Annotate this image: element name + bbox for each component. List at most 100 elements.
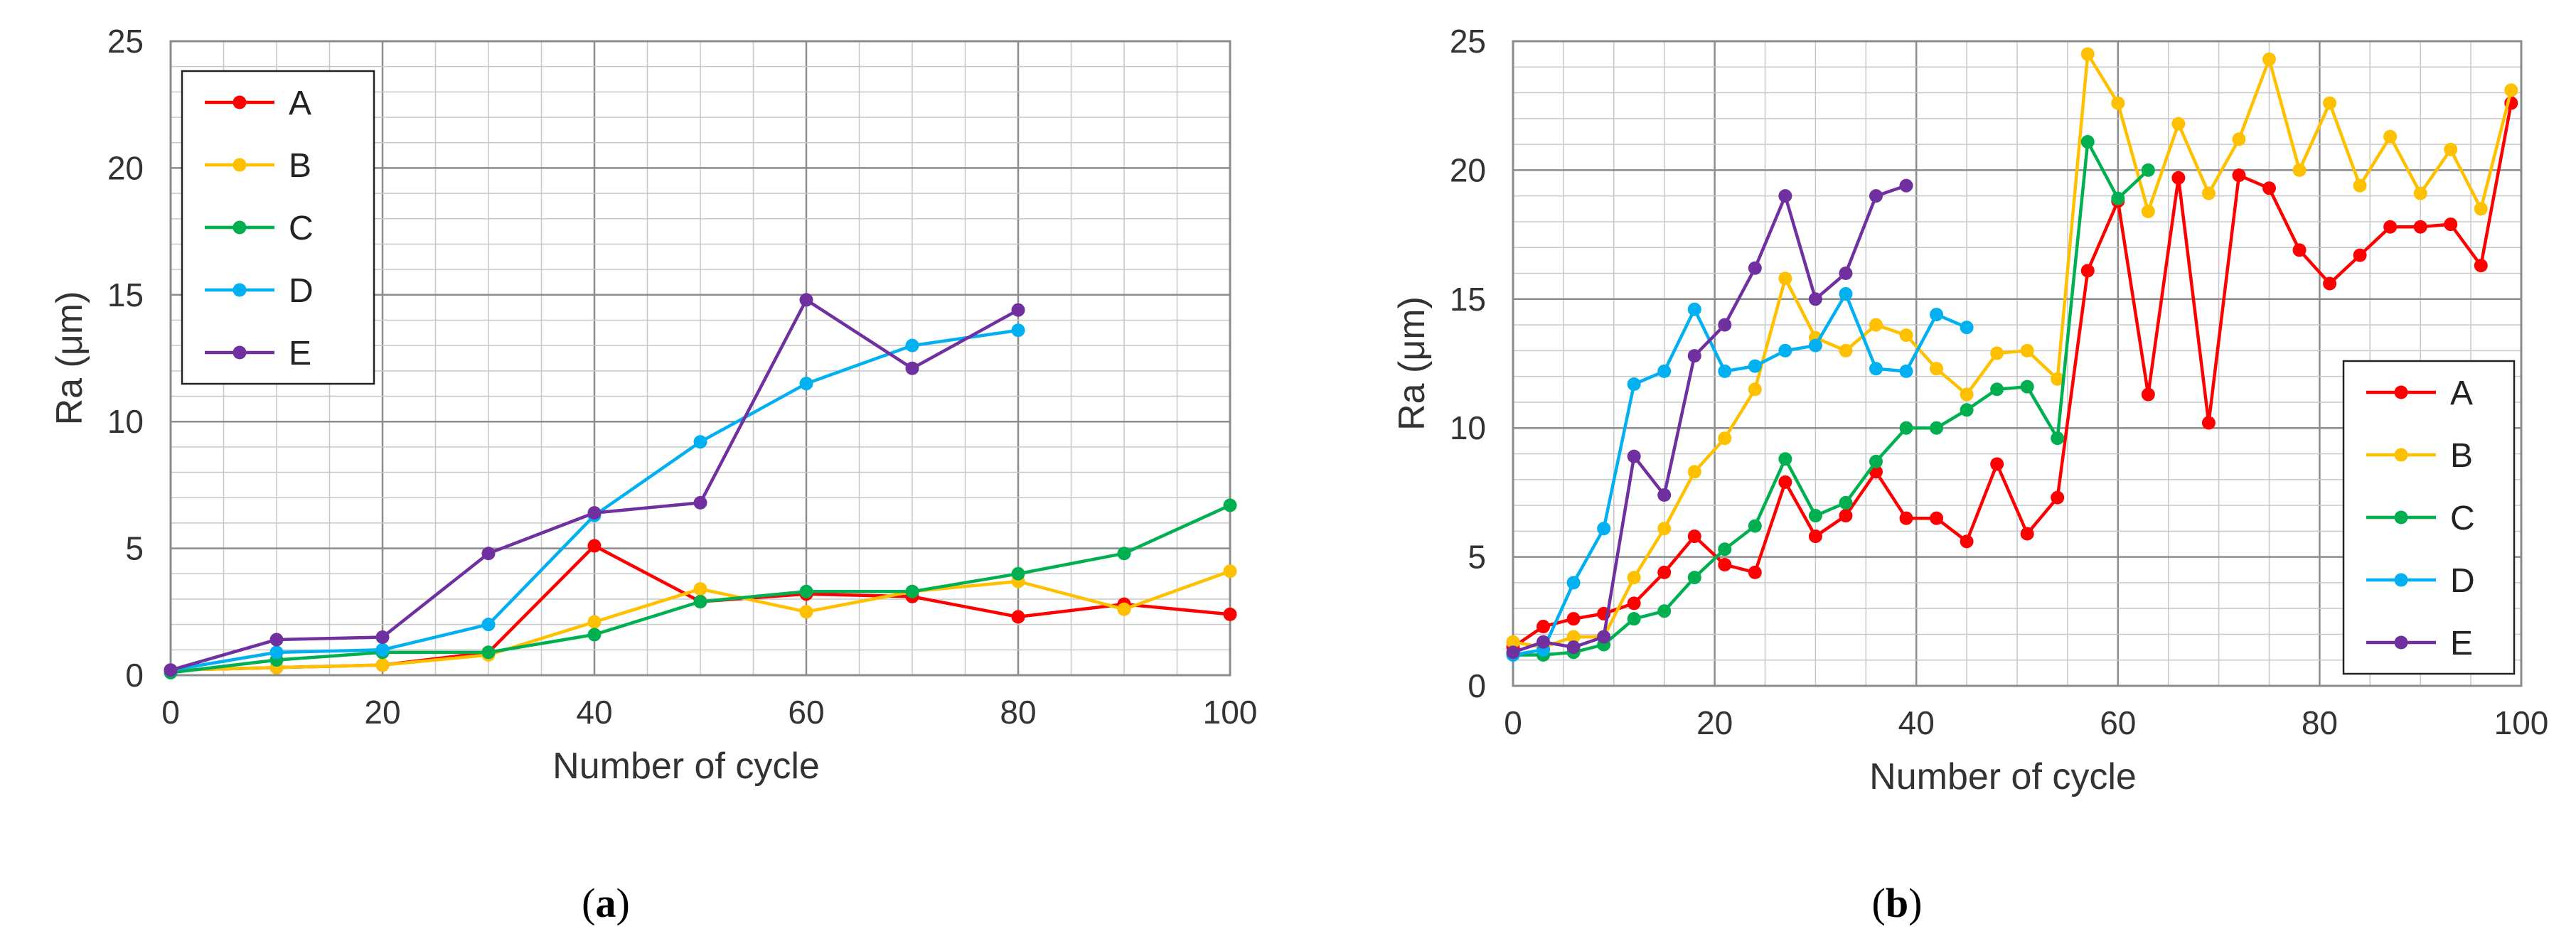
data-point bbox=[1990, 346, 2004, 360]
data-point bbox=[269, 645, 284, 660]
data-point bbox=[1566, 612, 1581, 626]
data-point bbox=[2080, 47, 2095, 61]
x-tick-label: 80 bbox=[1000, 694, 1036, 731]
legend-label: B bbox=[2450, 437, 2473, 475]
data-point bbox=[1930, 362, 1944, 376]
legend-label: D bbox=[2450, 562, 2475, 600]
data-point bbox=[2201, 416, 2216, 430]
data-point bbox=[1627, 571, 1641, 585]
x-axis-label: Number of cycle bbox=[552, 746, 820, 787]
data-point bbox=[1687, 529, 1701, 544]
data-point bbox=[2201, 186, 2216, 200]
data-point bbox=[2111, 191, 2125, 205]
data-point bbox=[587, 539, 602, 553]
data-point bbox=[799, 584, 813, 598]
chart-panel-a: 0 20 40 60 80 100 0 5 10 15 20 25 Number of cycle Ra … bbox=[49, 23, 1257, 787]
data-point bbox=[1223, 564, 1237, 579]
data-point bbox=[905, 361, 919, 375]
data-point bbox=[1748, 359, 1762, 373]
data-point bbox=[1869, 189, 1883, 203]
data-point bbox=[2323, 276, 2337, 291]
x-tick-label: 0 bbox=[1504, 704, 1522, 741]
data-point bbox=[269, 633, 284, 647]
data-point bbox=[905, 338, 919, 353]
data-point bbox=[2444, 142, 2458, 156]
data-point bbox=[1869, 318, 1883, 332]
x-tick-label: 40 bbox=[1898, 704, 1935, 741]
legend-label: A bbox=[2450, 375, 2473, 412]
data-point bbox=[2474, 259, 2488, 273]
data-point bbox=[1657, 522, 1672, 536]
y-axis-label: Ra (μm) bbox=[1391, 296, 1433, 431]
y-tick-label: 10 bbox=[1450, 409, 1486, 446]
legend-marker bbox=[233, 220, 247, 235]
data-point bbox=[799, 605, 813, 619]
data-point bbox=[1687, 302, 1701, 316]
data-point bbox=[2232, 168, 2246, 183]
data-point bbox=[1627, 612, 1641, 626]
data-point bbox=[481, 547, 496, 561]
legend-entry-E: E bbox=[2366, 625, 2473, 662]
data-point bbox=[1627, 449, 1641, 463]
legend-marker bbox=[233, 283, 247, 297]
legend-label: E bbox=[289, 335, 311, 372]
data-point bbox=[1748, 565, 1762, 579]
data-point bbox=[2020, 343, 2034, 357]
legend-label: C bbox=[2450, 500, 2475, 537]
data-point bbox=[2413, 186, 2427, 200]
data-point bbox=[1657, 565, 1672, 579]
x-tick-label: 60 bbox=[2100, 704, 2136, 741]
legend-label: E bbox=[2450, 625, 2473, 662]
y-tick-label: 15 bbox=[107, 276, 144, 313]
series-line bbox=[1513, 140, 2149, 657]
data-point bbox=[1899, 421, 1913, 435]
legend-entry-D: D bbox=[205, 272, 314, 310]
data-point bbox=[1117, 547, 1131, 561]
series-E bbox=[1506, 178, 1913, 660]
data-point bbox=[481, 645, 496, 660]
data-point bbox=[1657, 364, 1672, 378]
data-point bbox=[1960, 387, 1974, 402]
data-point bbox=[2020, 380, 2034, 394]
data-point bbox=[375, 658, 390, 672]
data-point bbox=[1223, 498, 1237, 512]
data-point bbox=[1899, 328, 1913, 343]
data-point bbox=[1117, 602, 1131, 616]
data-point bbox=[1506, 635, 1520, 649]
x-axis-label: Number of cycle bbox=[1869, 756, 2137, 797]
data-point bbox=[1536, 620, 1551, 634]
data-point bbox=[1687, 349, 1701, 363]
legend-marker bbox=[2394, 510, 2408, 525]
legend-label: C bbox=[289, 210, 314, 247]
data-point bbox=[1899, 178, 1913, 193]
data-point bbox=[1011, 323, 1025, 338]
legend-entry-C: C bbox=[2366, 500, 2475, 537]
data-point bbox=[1657, 604, 1672, 618]
data-point bbox=[1839, 495, 1853, 510]
series-line bbox=[1512, 102, 2513, 649]
legend-label: B bbox=[289, 147, 311, 185]
data-point bbox=[1808, 292, 1822, 306]
data-point bbox=[587, 506, 602, 520]
data-point bbox=[1748, 382, 1762, 397]
x-tick-label: 100 bbox=[2494, 704, 2549, 741]
data-point bbox=[1566, 576, 1581, 590]
series-B bbox=[1506, 47, 2518, 655]
data-point bbox=[2080, 134, 2095, 149]
data-point bbox=[1808, 529, 1822, 544]
x-tick-label: 0 bbox=[161, 694, 180, 731]
y-tick-label: 0 bbox=[1468, 667, 1486, 704]
data-point bbox=[1627, 596, 1641, 611]
data-point bbox=[1011, 566, 1025, 581]
data-point bbox=[1718, 431, 1732, 446]
data-point bbox=[1566, 630, 1581, 644]
data-point bbox=[1899, 511, 1913, 525]
data-point bbox=[2383, 129, 2398, 144]
y-tick-label: 20 bbox=[1450, 151, 1486, 188]
y-tick-label: 5 bbox=[1468, 539, 1486, 576]
panel-label-b: (b) bbox=[1872, 880, 1923, 926]
data-point bbox=[1808, 509, 1822, 523]
data-point bbox=[1718, 557, 1732, 571]
y-tick-label: 10 bbox=[107, 403, 144, 440]
